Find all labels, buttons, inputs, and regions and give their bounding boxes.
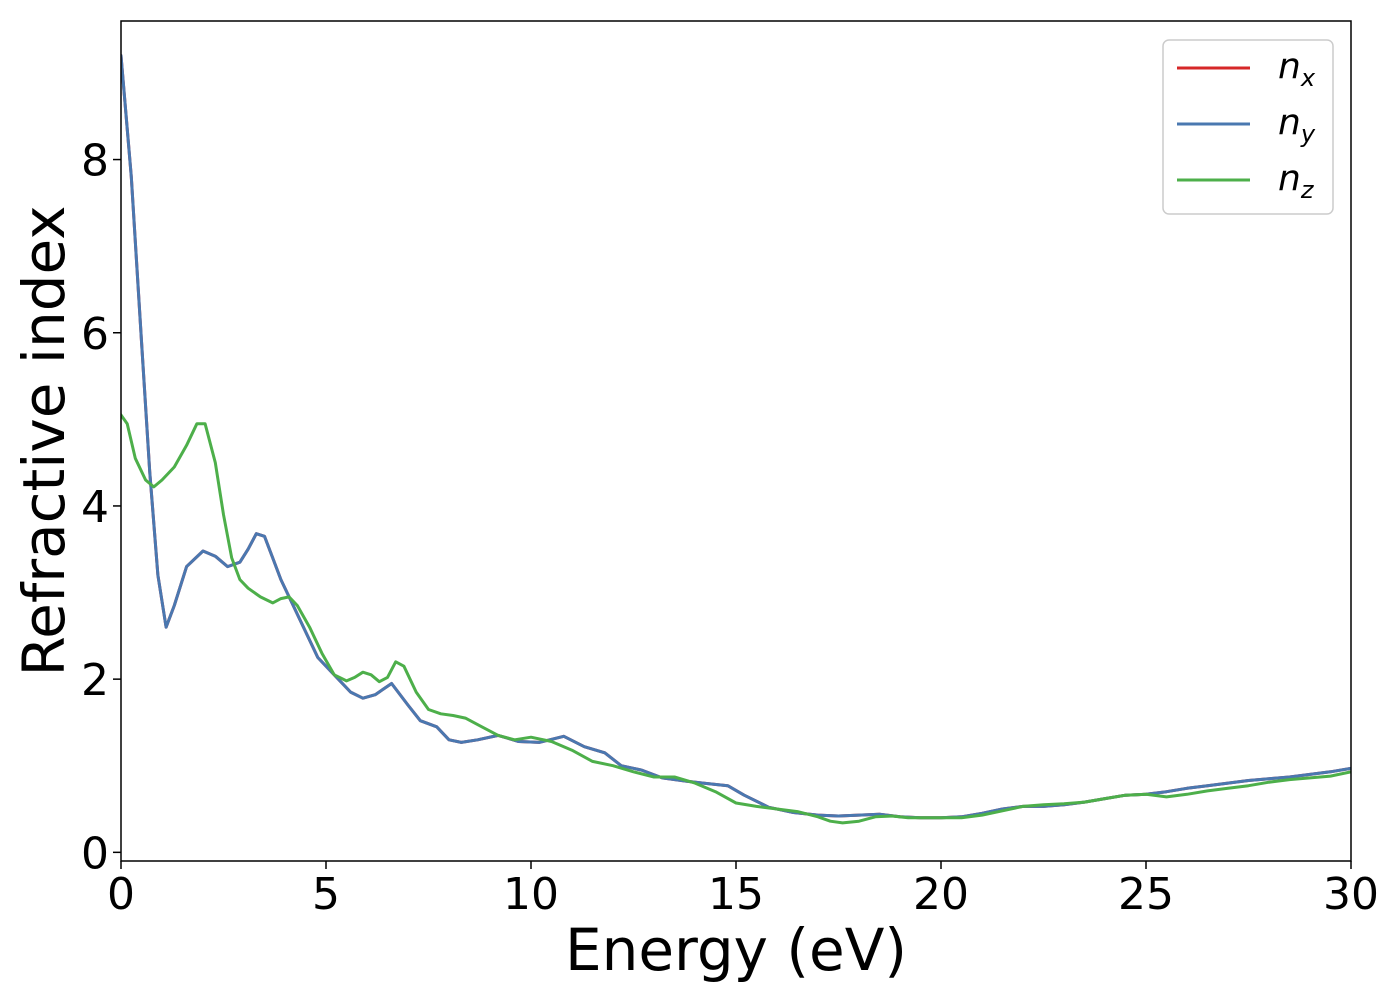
y-tick-label: 8 (81, 136, 109, 187)
legend-box (1162, 39, 1334, 215)
x-tick-label: 10 (503, 869, 559, 920)
x-tick-label: 0 (107, 869, 135, 920)
legend-label-subscript: z (1300, 176, 1315, 204)
ticks-layer: 0 5 10 15 20 25 30 0 2 4 6 8 (81, 136, 1379, 920)
y-tick-label: 2 (81, 655, 109, 706)
x-tick-label: 20 (913, 869, 969, 920)
y-tick-label: 6 (81, 309, 109, 360)
legend-label-main: n (1278, 102, 1301, 143)
x-axis-title: Energy (eV) (565, 916, 907, 984)
x-tick-label: 15 (708, 869, 764, 920)
x-tick-label: 30 (1323, 869, 1379, 920)
series-line-nz (121, 413, 1351, 825)
legend-label: ny (1278, 102, 1316, 148)
legend-label-main: n (1278, 158, 1301, 199)
legend-label: nz (1278, 158, 1315, 204)
legend-label-subscript: y (1300, 120, 1316, 148)
y-axis-title: Refractive index (10, 205, 78, 676)
y-tick-label: 0 (81, 828, 109, 879)
x-tick-label: 25 (1118, 869, 1174, 920)
legend-label: nx (1278, 46, 1316, 92)
x-tick-label: 5 (312, 869, 340, 920)
y-tick-label: 4 (81, 482, 109, 533)
legend-label-subscript: x (1300, 64, 1316, 92)
series-layer (121, 54, 1351, 825)
legend-label-main: n (1278, 46, 1301, 87)
